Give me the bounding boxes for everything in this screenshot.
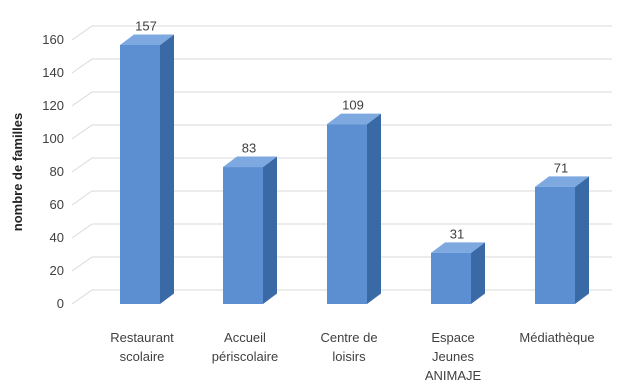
bar [535, 176, 589, 304]
category-label-line: loisirs [332, 349, 366, 364]
bar [431, 242, 485, 304]
y-tick-label: 0 [57, 296, 64, 311]
category-label: Accueil périscolaire [212, 330, 278, 364]
bar [120, 34, 174, 304]
bar-top [535, 176, 589, 187]
category-label-line: Centre de [320, 330, 377, 345]
y-tick-label: 140 [42, 65, 64, 80]
y-axis-label: nombre de familles [10, 113, 25, 231]
category-label-line: scolaire [120, 349, 165, 364]
data-label: 83 [242, 141, 256, 156]
data-label: 31 [450, 226, 464, 241]
gridline [71, 157, 612, 173]
gridline [71, 190, 612, 206]
category-label-line: Espace [431, 330, 474, 345]
y-tick-label: 40 [50, 230, 64, 245]
bar-top [327, 113, 381, 125]
gridline [71, 124, 612, 140]
y-axis-ticks: 0 20 40 60 80 100 120 140 160 [42, 32, 64, 311]
category-label-line: Accueil [224, 330, 266, 345]
y-tick-label: 120 [42, 98, 64, 113]
y-tick-label: 20 [50, 263, 64, 278]
bar-side [367, 113, 381, 305]
bar-front [431, 252, 471, 304]
bar-side [575, 176, 589, 304]
data-label: 71 [554, 160, 568, 175]
category-labels: Restaurant scolaire Accueil périscolaire Cen… [110, 330, 594, 383]
bar-side [471, 242, 485, 304]
gridline [71, 223, 612, 239]
bar-top [431, 242, 485, 253]
gridline [71, 58, 612, 74]
category-label: Restaurant scolaire [110, 330, 174, 364]
bar [327, 113, 381, 305]
bar-top [120, 34, 174, 45]
y-tick-label: 160 [42, 32, 64, 47]
bar-front [120, 44, 160, 304]
gridlines [71, 25, 612, 305]
bar [223, 156, 277, 304]
y-tick-label: 60 [50, 197, 64, 212]
value-labels: 157 83 109 31 71 [135, 18, 568, 241]
y-tick-label: 100 [42, 131, 64, 146]
bars [120, 34, 589, 305]
bar-front [535, 186, 575, 304]
gridline [71, 25, 612, 41]
data-label: 109 [342, 98, 364, 113]
category-label: Centre de loisirs [320, 330, 377, 364]
bar-front [327, 124, 367, 305]
category-label-line: Restaurant [110, 330, 174, 345]
category-label-line: Jeunes [432, 349, 474, 364]
category-label-line: Médiathèque [519, 330, 594, 345]
y-tick-label: 80 [50, 164, 64, 179]
bar-top [223, 156, 277, 168]
gridline [71, 91, 612, 107]
bar-side [160, 34, 174, 304]
bar-front [223, 167, 263, 304]
data-label: 157 [135, 18, 157, 33]
category-label-line: périscolaire [212, 349, 278, 364]
category-label-line: ANIMAJE [425, 368, 482, 383]
bar-side [263, 156, 277, 304]
category-label: Espace Jeunes ANIMAJE [425, 330, 482, 383]
category-label: Médiathèque [519, 330, 594, 345]
